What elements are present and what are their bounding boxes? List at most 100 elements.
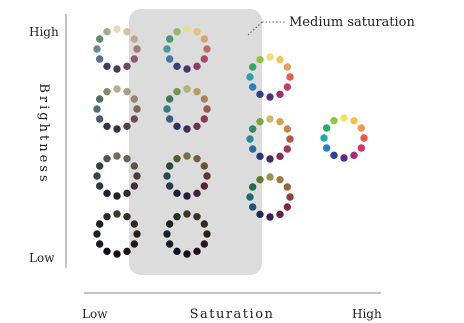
color-dot [113,152,121,160]
color-wheel [246,53,294,101]
color-dot [183,25,191,33]
color-dot [133,230,141,238]
color-dot [165,182,174,190]
brightness-axis-title: Brightness [36,83,51,184]
color-dot [130,35,139,43]
color-dot [203,45,211,53]
color-dot [193,87,201,96]
color-dot [200,182,209,190]
color-dot [200,95,209,103]
color-dot [130,220,139,228]
color-dot [340,114,348,122]
color-dot [193,154,201,163]
color-wheel [93,85,141,133]
color-dot [173,189,181,198]
color-dot [103,189,111,198]
color-dot [200,220,209,228]
color-dot [193,27,201,36]
color-dot [183,85,191,93]
color-dot [200,162,209,170]
color-dot [130,162,139,170]
color-dot [266,155,274,163]
color-dot [130,55,139,63]
medium-saturation-band [129,9,262,275]
color-dot [163,230,171,238]
color-dot [123,189,131,198]
color-dot [103,212,111,221]
color-wheels [93,25,368,258]
color-dot [113,210,121,218]
color-dot [103,154,111,163]
color-dot [193,62,201,71]
saturation-low-label: Low [82,307,108,321]
color-dot [165,162,174,170]
color-dot [283,145,292,153]
color-dot [246,73,254,81]
color-dot [286,73,294,81]
color-wheel [93,210,141,258]
color-dot [95,182,104,190]
brightness-high-label: High [29,25,59,39]
color-dot [103,122,111,131]
color-dot [113,125,121,133]
color-dot [173,212,181,221]
color-dot [113,85,121,93]
color-dot [276,90,284,99]
color-dot [93,172,101,180]
color-dot [123,27,131,36]
color-dot [256,117,264,126]
color-dot [283,183,292,191]
color-wheel [246,115,294,163]
color-dot [248,63,257,71]
color-dot [256,175,264,184]
color-dot [256,152,264,161]
color-dot [93,230,101,238]
color-dot [163,105,171,113]
saturation-high-label: High [352,307,382,321]
color-dot [163,45,171,53]
color-dot [103,247,111,256]
color-dot [276,117,284,126]
color-dot [256,90,264,99]
color-dot [283,63,292,71]
color-dot [165,220,174,228]
color-dot [123,247,131,256]
color-dot [173,27,181,36]
color-dot [130,115,139,123]
color-dot [95,35,104,43]
color-dot [103,27,111,36]
color-dot [95,55,104,63]
color-wheel [320,114,368,162]
color-wheel [93,152,141,200]
color-dot [200,35,209,43]
color-dot [183,250,191,258]
color-dot [193,247,201,256]
color-dot [193,212,201,221]
color-dot [130,182,139,190]
color-dot [350,116,358,125]
color-dot [360,134,368,142]
color-dot [276,210,284,219]
color-dot [246,135,254,143]
color-dot [193,189,201,198]
color-dot [183,65,191,73]
color-wheel [93,25,141,73]
saturation-axis-title: Saturation [190,307,275,322]
color-dot [173,87,181,96]
color-dot [286,135,294,143]
color-dot [165,240,174,248]
color-dot [183,125,191,133]
color-dot [123,154,131,163]
color-dot [203,230,211,238]
color-dot [163,172,171,180]
color-wheel [163,210,211,258]
color-dot [322,124,331,132]
color-dot [103,62,111,71]
color-dot [276,152,284,161]
color-dot [266,115,274,123]
color-dot [266,93,274,101]
color-dot [183,192,191,200]
color-dot [123,87,131,96]
color-dot [133,45,141,53]
color-dot [95,162,104,170]
